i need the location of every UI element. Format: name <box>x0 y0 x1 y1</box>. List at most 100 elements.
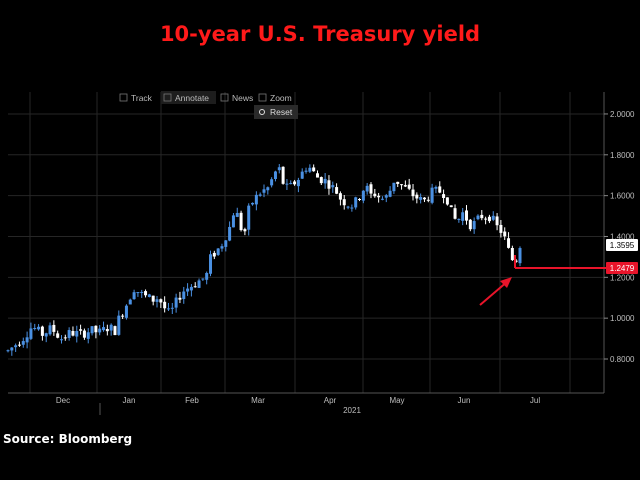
candle-body <box>453 208 457 219</box>
candle-body <box>105 329 109 332</box>
y-tick-label: 1.0000 <box>610 314 635 323</box>
annotation-arrow-head <box>500 277 512 288</box>
candle-body <box>407 184 411 189</box>
candle-body <box>396 181 400 184</box>
candle-body <box>48 325 52 335</box>
candle-body <box>457 218 461 220</box>
y-tick-label: 1.6000 <box>610 192 635 201</box>
candle-body <box>128 299 132 305</box>
candle-body <box>52 324 56 332</box>
candle-body <box>121 315 125 317</box>
toolbar-track-button[interactable]: Track <box>119 93 153 103</box>
last-value-box <box>606 239 638 251</box>
candle-body <box>262 189 266 193</box>
candle-body <box>159 299 163 303</box>
toolbar-zoom-button[interactable]: Zoom <box>258 93 292 103</box>
candle-body <box>468 219 472 230</box>
toolbar-label: Zoom <box>270 93 292 103</box>
marker-value-label: 1.2479 <box>610 264 635 273</box>
y-tick-label: 2.0000 <box>610 110 635 119</box>
x-tick-label: Feb <box>185 396 199 405</box>
candle-body <box>21 341 25 345</box>
candle-body <box>239 212 243 231</box>
candle-body <box>472 221 476 230</box>
candle-body <box>438 186 442 193</box>
annotation-arrow-shaft <box>479 280 509 306</box>
candle-body <box>59 339 63 341</box>
x-tick-label: Jul <box>530 396 540 405</box>
candle-body <box>193 286 197 288</box>
candle-body <box>430 187 434 203</box>
candle-body <box>331 185 335 188</box>
candle-body <box>449 205 453 208</box>
candle-body <box>415 194 419 199</box>
toolbar-label: Annotate <box>175 93 209 103</box>
candle-body <box>163 301 167 309</box>
candle-body <box>254 194 258 205</box>
candle-body <box>304 170 308 172</box>
candle-body <box>335 187 339 194</box>
candle-body <box>44 333 48 337</box>
candle-body <box>86 332 90 339</box>
candle-body <box>220 246 224 249</box>
toolbar-label: News <box>232 93 253 103</box>
candle-body <box>140 291 144 293</box>
candlestick-series <box>6 164 522 356</box>
candle-body <box>277 167 281 171</box>
x-tick-label: May <box>389 396 404 405</box>
x-tick-label: Dec <box>56 396 70 405</box>
candle-body <box>480 214 484 219</box>
source-note: Source: Bloomberg <box>3 432 133 446</box>
candle-body <box>6 350 10 352</box>
candle-body <box>90 326 94 334</box>
candle-body <box>40 326 44 336</box>
candle-body <box>289 183 293 185</box>
candle-body <box>82 330 86 338</box>
candle-body <box>319 177 323 184</box>
candle-body <box>293 181 297 185</box>
candle-body <box>312 167 316 172</box>
candle-body <box>461 212 465 221</box>
toolbar-news-button[interactable]: News <box>220 93 253 103</box>
news-icon <box>220 93 229 102</box>
candle-body <box>365 185 369 192</box>
toolbar-reset-button[interactable]: Reset <box>254 105 298 119</box>
candle-body <box>510 247 514 261</box>
candle-body <box>247 205 251 230</box>
candle-body <box>151 295 155 302</box>
axes: 0.8000 1.0000 1.2000 1.4000 1.6000 1.8000 2.00… <box>8 92 635 415</box>
candle-body <box>434 186 438 189</box>
pencil-icon <box>163 93 172 102</box>
annotation-layer: 1.3595 1.2479 <box>479 239 638 306</box>
candle-body <box>186 288 190 292</box>
y-tick-label: 0.8000 <box>610 355 635 364</box>
candle-body <box>369 184 373 194</box>
candle-body <box>109 324 113 331</box>
candle-body <box>136 292 140 294</box>
candle-body <box>25 337 29 343</box>
chart-toolbar: Track Annotate News Zoom Reset <box>119 91 298 119</box>
candle-body <box>37 326 41 330</box>
y-tick-label: 1.2000 <box>610 273 635 282</box>
year-label: 2021 <box>343 406 361 415</box>
toolbar-label: Track <box>131 93 153 103</box>
candle-body <box>377 195 381 198</box>
yield-chart: 0.8000 1.0000 1.2000 1.4000 1.6000 1.8000 2.00… <box>6 91 638 415</box>
candle-body <box>56 333 60 338</box>
candle-body <box>29 328 33 339</box>
candle-body <box>14 345 18 348</box>
reset-bg <box>254 105 298 119</box>
candle-body <box>403 185 407 187</box>
candle-body <box>144 291 148 296</box>
candle-body <box>147 294 151 297</box>
candle-body <box>308 167 312 172</box>
toolbar-annotate-button[interactable]: Annotate <box>161 91 216 104</box>
candle-body <box>71 331 75 336</box>
candle-body <box>285 183 289 185</box>
candle-body <box>209 254 213 274</box>
candle-body <box>281 166 285 184</box>
candle-body <box>228 226 232 241</box>
crosshair-icon <box>119 93 128 102</box>
candle-body <box>166 308 170 310</box>
candle-body <box>487 216 491 222</box>
